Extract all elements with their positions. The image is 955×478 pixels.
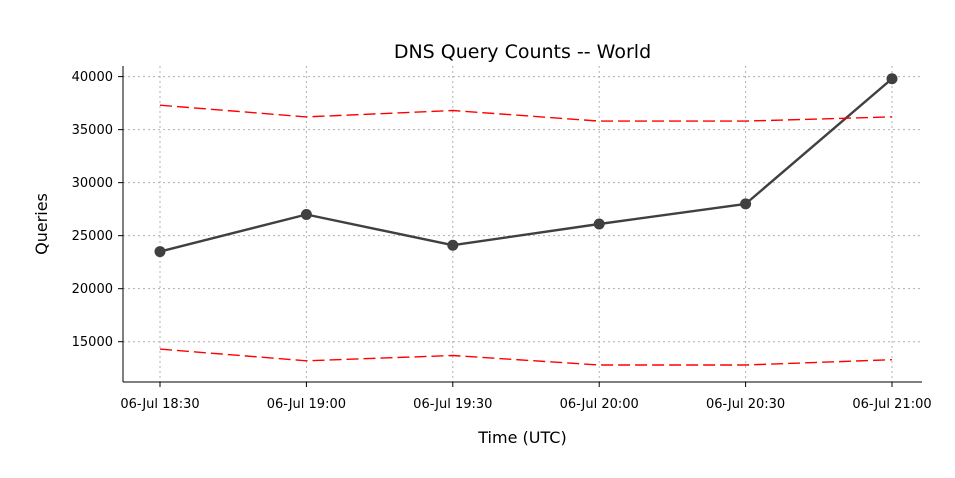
x-tick-label: 06-Jul 18:30 — [120, 397, 199, 412]
data-point — [593, 218, 605, 230]
query-count-line — [159, 77, 893, 253]
y-tick-label: 30000 — [72, 176, 113, 191]
series — [154, 73, 898, 366]
y-axis-label: Queries — [32, 193, 51, 255]
x-tick-label: 06-Jul 19:00 — [267, 397, 346, 412]
tick-labels: 15000 20000 25000 30000 35000 40000 06-Jul 18:… — [72, 70, 932, 412]
lower-bound-line — [159, 348, 893, 366]
data-point — [740, 198, 752, 210]
y-tick-label: 40000 — [72, 70, 113, 85]
data-point — [447, 239, 459, 251]
data-point — [886, 73, 898, 85]
x-axis-label: Time (UTC) — [477, 428, 566, 447]
upper-bound-line — [159, 104, 893, 122]
y-tick-label: 25000 — [72, 229, 113, 244]
y-tick-label: 35000 — [72, 123, 113, 138]
y-tick-label: 20000 — [72, 282, 113, 297]
axes — [122, 66, 922, 383]
data-point — [154, 246, 166, 258]
x-tick-label: 06-Jul 19:30 — [413, 397, 492, 412]
x-tick-label: 06-Jul 20:30 — [706, 397, 785, 412]
x-tick-label: 06-Jul 20:00 — [560, 397, 639, 412]
grid — [123, 66, 922, 382]
y-tick-label: 15000 — [72, 335, 113, 350]
data-point — [300, 208, 312, 220]
x-tick-label: 06-Jul 21:00 — [852, 397, 931, 412]
chart-title: DNS Query Counts -- World — [394, 41, 651, 63]
